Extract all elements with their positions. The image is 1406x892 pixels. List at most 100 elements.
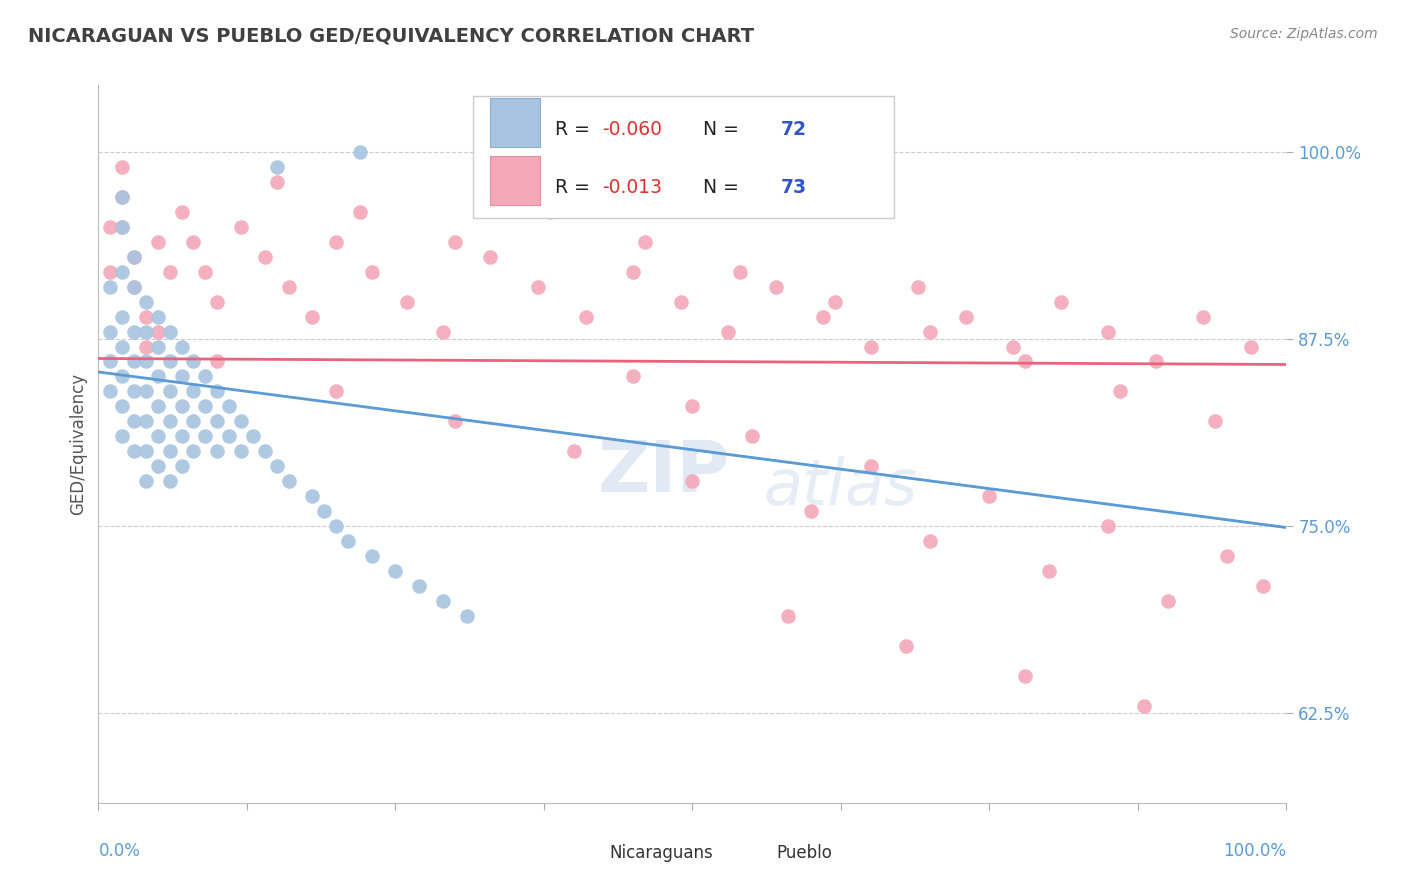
Point [146,429,169,443]
Point [218,400,240,414]
Point [98,384,121,399]
Point [765,279,787,293]
Point [170,459,193,474]
Text: Nicaraguans: Nicaraguans [609,844,713,862]
Point [432,325,454,339]
Point [111,219,134,234]
Point [159,414,181,428]
Text: 73: 73 [780,178,807,197]
Point [266,459,288,474]
Y-axis label: GED/Equivalency: GED/Equivalency [69,373,87,515]
Point [194,265,217,279]
Point [1014,668,1036,682]
Point [1133,698,1156,713]
Point [207,294,229,309]
Text: R =: R = [554,178,596,197]
Point [325,235,347,249]
Point [111,265,134,279]
Point [479,250,502,264]
Point [159,474,181,488]
Point [859,339,882,353]
Point [621,265,644,279]
Point [408,579,430,593]
Point [621,369,644,384]
Text: N =: N = [692,120,745,139]
Point [170,339,193,353]
Point [669,294,692,309]
Text: R =: R = [554,120,596,139]
Point [253,444,276,458]
Point [444,235,467,249]
Point [146,339,169,353]
Text: Source: ZipAtlas.com: Source: ZipAtlas.com [1230,27,1378,41]
Point [325,519,347,533]
Point [183,444,205,458]
Point [98,279,121,293]
Point [111,310,134,324]
Point [111,190,134,204]
Point [859,459,882,474]
Point [135,354,157,368]
Point [194,400,217,414]
Point [135,310,157,324]
Point [159,325,181,339]
Text: NICARAGUAN VS PUEBLO GED/EQUIVALENCY CORRELATION CHART: NICARAGUAN VS PUEBLO GED/EQUIVALENCY COR… [28,27,754,45]
Point [266,175,288,189]
Point [1049,294,1071,309]
Point [194,429,217,443]
Point [681,474,703,488]
Point [920,534,942,549]
Point [135,474,157,488]
Point [135,339,157,353]
Point [111,369,134,384]
Point [920,325,942,339]
Point [242,429,264,443]
Point [183,235,205,249]
Point [146,369,169,384]
Point [122,384,145,399]
Point [979,489,1001,503]
Point [98,325,121,339]
Point [1097,519,1119,533]
Text: Pueblo: Pueblo [776,844,832,862]
Point [1097,325,1119,339]
Point [955,310,977,324]
Point [122,279,145,293]
FancyBboxPatch shape [472,95,894,218]
Text: N =: N = [692,178,745,197]
Point [1204,414,1226,428]
Point [146,400,169,414]
Point [1240,339,1263,353]
Point [135,414,157,428]
Point [527,279,550,293]
Point [360,265,382,279]
Point [111,429,134,443]
Point [800,504,823,518]
Point [207,414,229,428]
Point [824,294,846,309]
Point [1002,339,1025,353]
Point [111,160,134,174]
FancyBboxPatch shape [491,156,540,204]
Text: -0.013: -0.013 [602,178,662,197]
Point [122,444,145,458]
Point [111,190,134,204]
Point [1144,354,1167,368]
Point [444,414,467,428]
FancyBboxPatch shape [747,843,769,866]
Point [170,400,193,414]
Point [811,310,834,324]
Point [574,310,596,324]
Point [277,279,299,293]
Point [1038,564,1060,578]
Point [183,414,205,428]
Point [159,444,181,458]
Point [277,474,299,488]
Point [122,279,145,293]
Point [681,400,703,414]
Point [1156,594,1178,608]
Point [170,205,193,219]
Point [170,369,193,384]
Point [183,384,205,399]
Point [146,325,169,339]
